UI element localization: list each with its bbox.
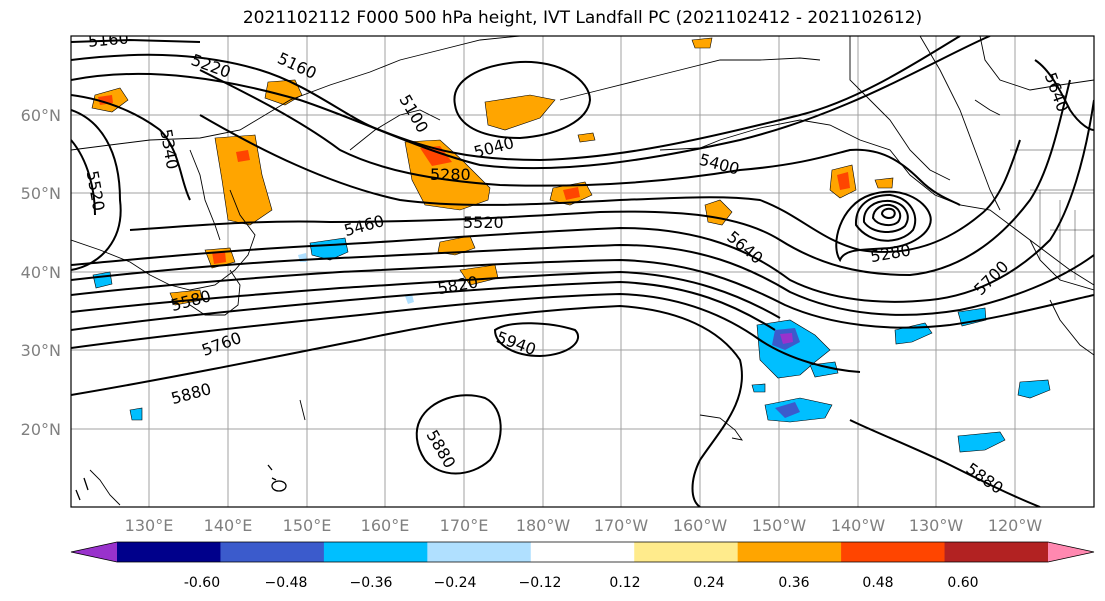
lon-label: 130°E — [125, 516, 174, 535]
map-title: 2021102112 F000 500 hPa height, IVT Land… — [242, 8, 923, 28]
colorbar-segment — [634, 542, 739, 562]
colorbar-segment — [220, 542, 325, 562]
colorbar-tick-label: 0.36 — [778, 575, 809, 591]
height-contours — [71, 36, 1094, 507]
colorbar-tick-label: 0.60 — [947, 575, 978, 591]
map-frame — [70, 35, 1095, 508]
coastlines — [71, 36, 1094, 506]
colorbar-tick-label: -0.60 — [184, 575, 220, 591]
colorbar-outline — [70, 541, 1095, 563]
contour-label: 5160 — [87, 28, 129, 50]
colorbar-segment — [737, 542, 842, 562]
contour-label: 5880 — [423, 427, 460, 472]
lon-label: 160°W — [673, 516, 728, 535]
colorbar-segment — [323, 542, 428, 562]
contour-label: 5640 — [1041, 70, 1073, 115]
colorbar-tick-label: 0.12 — [609, 575, 640, 591]
contour-label: 5280 — [430, 165, 471, 184]
lat-label: 50°N — [21, 184, 61, 203]
lon-label: 160°E — [361, 516, 410, 535]
contour-label: 5460 — [342, 211, 386, 240]
lon-label: 170°E — [440, 516, 489, 535]
contour-label: 5700 — [970, 257, 1012, 299]
lon-label: 130°W — [909, 516, 964, 535]
colorbar-tick-label: −0.48 — [265, 575, 308, 591]
lon-label: 150°E — [283, 516, 332, 535]
state-borders — [1010, 149, 1094, 280]
colorbar-segment — [944, 542, 1049, 562]
lon-label: 180°W — [516, 516, 571, 535]
colorbar-tick-label: −0.24 — [434, 575, 477, 591]
colorbar: -0.60 −0.48 −0.36 −0.24 −0.12 0.12 0.24 … — [70, 541, 1095, 591]
contour-label: 5580 — [169, 286, 213, 315]
lon-label: 140°E — [204, 516, 253, 535]
lat-label: 30°N — [21, 341, 61, 360]
small-islands — [75, 464, 287, 501]
colorbar-tick-label: −0.12 — [519, 575, 562, 591]
lat-label: 20°N — [21, 420, 61, 439]
colorbar-ticks: -0.60 −0.48 −0.36 −0.24 −0.12 0.12 0.24 … — [184, 575, 979, 591]
contour-label: 5880 — [169, 379, 213, 408]
lon-label: 120°W — [988, 516, 1043, 535]
contour-label: 5880 — [963, 459, 1007, 498]
contour-label: 5820 — [436, 272, 479, 298]
lat-labels: 60°N 50°N 40°N 30°N 20°N — [21, 106, 61, 439]
colorbar-segment — [530, 542, 635, 562]
colorbar-tick-label: −0.36 — [350, 575, 393, 591]
lon-labels: 130°E 140°E 150°E 160°E 170°E 180°W 170°… — [125, 516, 1043, 535]
gridlines — [71, 36, 1094, 507]
contour-label: 5400 — [697, 150, 741, 179]
lon-label: 150°W — [752, 516, 807, 535]
lon-label: 170°W — [594, 516, 649, 535]
colorbar-segment — [1048, 542, 1094, 562]
lon-label: 140°W — [831, 516, 886, 535]
colorbar-segment — [427, 542, 532, 562]
contour-label: 5280 — [869, 240, 912, 266]
contour-label: 5520 — [83, 169, 109, 212]
contour-label: 5940 — [494, 327, 539, 359]
lat-label: 40°N — [21, 263, 61, 282]
colorbar-segment — [841, 542, 946, 562]
colorbar-segment — [117, 542, 221, 562]
contour-labels: 5160 5220 5160 5340 5520 5100 5040 5280 … — [83, 28, 1073, 498]
colorbar-tick-label: 0.48 — [862, 575, 893, 591]
colorbar-segment — [71, 542, 117, 562]
colorbar-segments — [70, 541, 1095, 563]
contour-label: 5520 — [463, 213, 504, 232]
colorbar-tick-label: 0.24 — [693, 575, 724, 591]
contour-label: 5340 — [156, 128, 182, 171]
contour-label: 5760 — [199, 328, 244, 360]
lat-label: 60°N — [21, 106, 61, 125]
